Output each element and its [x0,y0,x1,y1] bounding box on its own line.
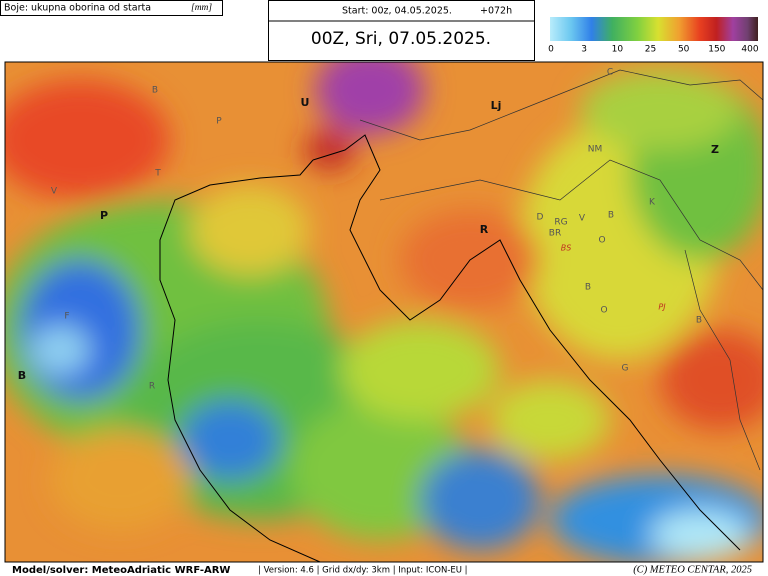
place-label: PJ [658,303,666,312]
place-label: B [696,316,702,326]
run-start: Start: 00z, 04.05.2025. [342,6,452,17]
legend-box [0,0,223,16]
precip-map [5,62,763,562]
place-label: B [18,369,26,382]
place-label: RG [554,218,567,228]
colorbar-tick-label: 10 [612,45,624,55]
place-label: C [607,68,613,78]
colorbar-tick-label: 25 [645,45,656,55]
place-label: V [579,214,586,224]
place-label: BR [549,229,561,239]
colorbar-ticks: 0 3 10 25 50 150 400 [548,45,759,55]
place-label: O [598,236,605,246]
colorbar-tick-label: 150 [708,45,725,55]
map-frame [4,61,764,563]
place-label: BS [561,244,572,253]
colorbar [550,17,758,41]
place-label: P [216,117,222,127]
legend-unit: [mm] [191,3,212,13]
place-label: B [152,86,158,96]
colorbar-tick-label: 400 [741,45,758,55]
place-label: O [600,306,607,316]
place-label: NM [588,145,603,155]
footer-info: | Version: 4.6 | Grid dx/dy: 3km | Input… [258,566,468,576]
place-label: G [622,364,629,374]
place-label: Lj [491,99,502,112]
place-label: B [585,283,591,293]
lead-time: +072h [480,6,512,17]
place-label: B [608,211,614,221]
place-label: V [51,187,58,197]
place-label: Z [711,143,719,156]
colorbar-tick-label: 50 [678,45,690,55]
footer-model: Model/solver: MeteoAdriatic WRF-ARW [12,565,230,576]
footer-copyright: (C) METEO CENTAR, 2025 [633,564,752,575]
place-label: U [301,96,310,109]
place-label: T [154,169,161,179]
colorbar-tick-label: 3 [581,45,587,55]
place-label: K [649,198,656,208]
place-label: F [64,312,69,322]
time-box [268,0,535,61]
place-label: R [480,223,489,236]
place-label: P [100,209,108,222]
colorbar-tick-label: 0 [548,45,554,55]
valid-time: 00Z, Sri, 07.05.2025. [311,29,491,49]
place-label: D [537,213,544,223]
place-label: R [149,382,155,392]
legend-title: Boje: ukupna oborina od starta [4,3,151,14]
